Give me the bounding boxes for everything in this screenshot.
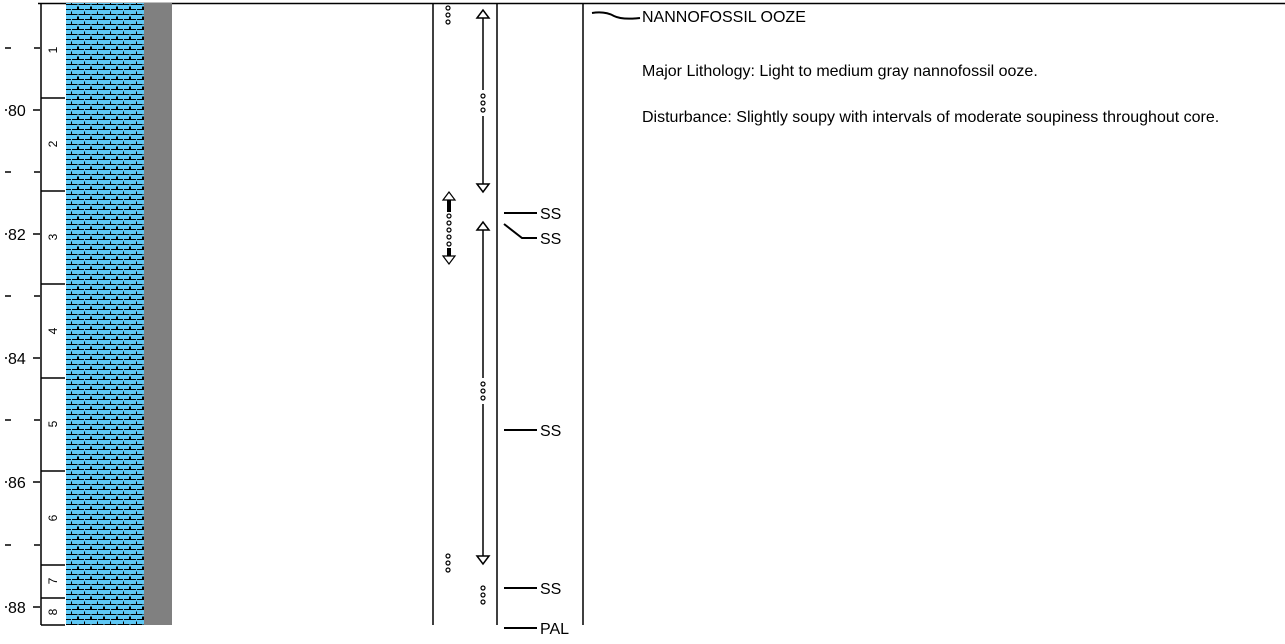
- section-number-2: 2: [46, 140, 60, 147]
- sample-label-ss-1: SS: [540, 206, 561, 223]
- disturbance-text: Disturbance: Slightly soupy with interva…: [642, 109, 1220, 126]
- section-number-7: 7: [46, 577, 60, 584]
- section-number-6: 6: [46, 514, 60, 521]
- section-number-4: 4: [46, 327, 60, 334]
- sample-label-ss-2: SS: [540, 231, 561, 248]
- depth-label-88: 88: [8, 600, 26, 617]
- disturbance-soupy-symbols: [445, 5, 486, 605]
- depth-label-80: 80: [8, 103, 26, 120]
- section-number-5: 5: [46, 420, 60, 427]
- section-column: [40, 3, 65, 626]
- sample-label-ss-4: SS: [540, 581, 561, 598]
- section-number-8: 8: [46, 608, 60, 615]
- sample-leaders: [503, 11, 641, 629]
- lithology-title: NANNOFOSSIL OOZE: [642, 9, 806, 26]
- section-number-1: 1: [46, 46, 60, 53]
- depth-label-86: 86: [8, 475, 26, 492]
- major-lithology-text: Major Lithology: Light to medium gray na…: [642, 63, 1038, 80]
- lithology-nannofossil-ooze-column: [66, 3, 144, 625]
- section-number-3: 3: [46, 233, 60, 240]
- sample-label-ss-3: SS: [540, 423, 561, 440]
- disturbance-range-arrows: [441, 8, 491, 566]
- depth-ticks: [5, 47, 40, 608]
- sample-label-pal: PAL: [540, 621, 569, 638]
- depth-label-82: 82: [8, 227, 26, 244]
- depth-label-84: 84: [8, 351, 26, 368]
- gray-color-column: [144, 3, 172, 625]
